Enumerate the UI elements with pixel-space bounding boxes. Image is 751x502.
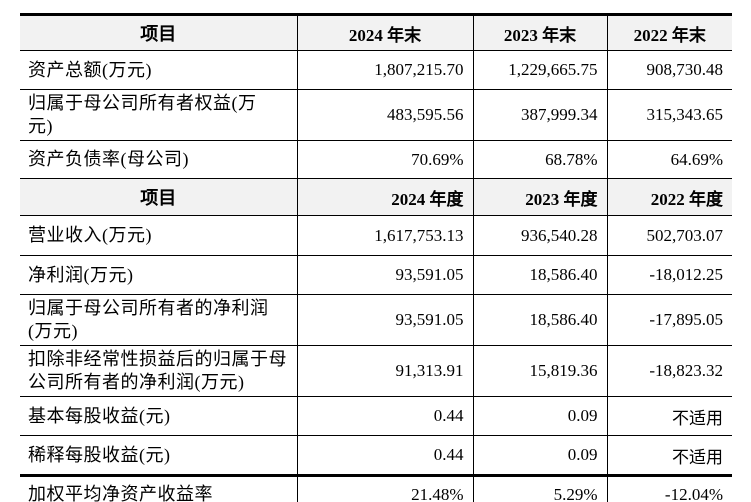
cell-2023: 0.09 — [473, 435, 608, 476]
row-label: 稀释每股收益(元) — [20, 435, 298, 476]
table-row-revenue: 营业收入(万元) 1,617,753.13 936,540.28 502,703… — [20, 215, 732, 256]
income-header-row: 项目 2024 年度 2023 年度 2022 年度 — [20, 178, 732, 216]
row-label: 净利润(万元) — [20, 255, 298, 295]
table-row-deducted-net-profit: 扣除非经常性损益后的归属于母 公司所有者的净利润(万元) 91,313.91 1… — [20, 345, 732, 397]
cell-2022: -18,012.25 — [607, 255, 732, 295]
table-row-parent-net-profit: 归属于母公司所有者的净利润 (万元) 93,591.05 18,586.40 -… — [20, 294, 732, 346]
cell-2023: 18,586.40 — [473, 294, 608, 346]
financial-summary-table: 项目 2024 年末 2023 年末 2022 年末 资产总额(万元) 1,80… — [20, 13, 732, 502]
table-row-parent-equity: 归属于母公司所有者权益(万 元) 483,595.56 387,999.34 3… — [20, 89, 732, 141]
cell-2022: -18,823.32 — [607, 345, 732, 397]
table-row-diluted-eps: 稀释每股收益(元) 0.44 0.09 不适用 — [20, 435, 732, 476]
balance-header-2023: 2023 年末 — [473, 14, 608, 51]
cell-2023: 18,586.40 — [473, 255, 608, 295]
table-row-debt-ratio: 资产负债率(母公司) 70.69% 68.78% 64.69% — [20, 140, 732, 179]
cell-2022: 不适用 — [607, 396, 732, 436]
cell-2022: 315,343.65 — [607, 89, 732, 141]
row-label: 资产负债率(母公司) — [20, 140, 298, 179]
cell-2023: 1,229,665.75 — [473, 50, 608, 90]
income-header-2022: 2022 年度 — [607, 178, 732, 216]
income-header-item: 项目 — [20, 178, 298, 216]
cell-2024: 1,807,215.70 — [297, 50, 474, 90]
row-label: 加权平均净资产收益率 — [20, 474, 298, 502]
cell-2024: 483,595.56 — [297, 89, 474, 141]
cell-2023: 68.78% — [473, 140, 608, 179]
income-header-2024: 2024 年度 — [297, 178, 474, 216]
balance-header-2024: 2024 年末 — [297, 14, 474, 51]
cell-2022: 502,703.07 — [607, 215, 732, 256]
cell-2022: -17,895.05 — [607, 294, 732, 346]
cell-2022: 908,730.48 — [607, 50, 732, 90]
table-row-net-profit: 净利润(万元) 93,591.05 18,586.40 -18,012.25 — [20, 255, 732, 295]
row-label: 归属于母公司所有者权益(万 元) — [20, 89, 298, 141]
balance-header-row: 项目 2024 年末 2023 年末 2022 年末 — [20, 14, 732, 51]
cell-2023: 936,540.28 — [473, 215, 608, 256]
table-row-weighted-roe: 加权平均净资产收益率 21.48% 5.29% -12.04% — [20, 474, 732, 502]
cell-2024: 0.44 — [297, 396, 474, 436]
cell-2024: 91,313.91 — [297, 345, 474, 397]
cell-2024: 21.48% — [297, 474, 474, 502]
income-header-2023: 2023 年度 — [473, 178, 608, 216]
table-row-total-assets: 资产总额(万元) 1,807,215.70 1,229,665.75 908,7… — [20, 50, 732, 90]
row-label: 归属于母公司所有者的净利润 (万元) — [20, 294, 298, 346]
cell-2023: 0.09 — [473, 396, 608, 436]
table-row-basic-eps: 基本每股收益(元) 0.44 0.09 不适用 — [20, 396, 732, 436]
row-label: 扣除非经常性损益后的归属于母 公司所有者的净利润(万元) — [20, 345, 298, 397]
cell-2023: 15,819.36 — [473, 345, 608, 397]
balance-header-item: 项目 — [20, 14, 298, 51]
cell-2024: 70.69% — [297, 140, 474, 179]
cell-2024: 0.44 — [297, 435, 474, 476]
cell-2024: 93,591.05 — [297, 255, 474, 295]
cell-2022: 不适用 — [607, 435, 732, 476]
cell-2024: 1,617,753.13 — [297, 215, 474, 256]
row-label: 营业收入(万元) — [20, 215, 298, 256]
cell-2023: 5.29% — [473, 474, 608, 502]
cell-2022: 64.69% — [607, 140, 732, 179]
balance-header-2022: 2022 年末 — [607, 14, 732, 51]
row-label: 资产总额(万元) — [20, 50, 298, 90]
cell-2023: 387,999.34 — [473, 89, 608, 141]
row-label: 基本每股收益(元) — [20, 396, 298, 436]
cell-2024: 93,591.05 — [297, 294, 474, 346]
cell-2022: -12.04% — [607, 474, 732, 502]
